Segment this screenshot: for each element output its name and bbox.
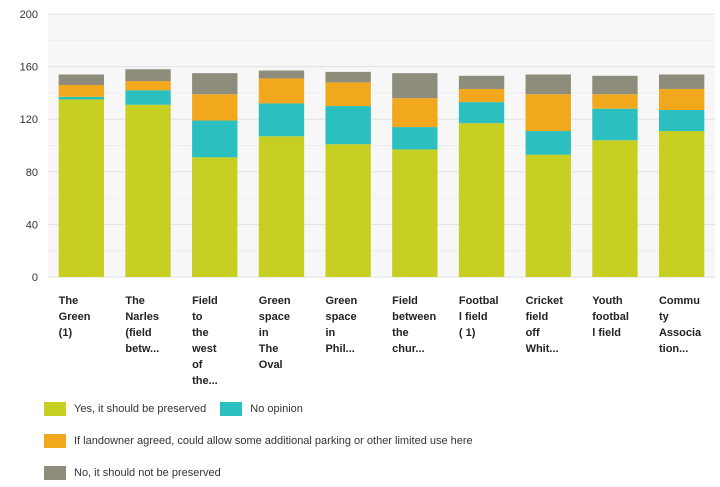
bar-segment (58, 74, 105, 86)
bar-segment (392, 98, 438, 128)
bar-segment (658, 131, 705, 277)
bar-segment (592, 108, 638, 141)
bar-segment (258, 136, 305, 277)
x-category-label: Youth footbal l field (592, 295, 629, 339)
bar-segment (258, 70, 305, 79)
legend-label: No opinion (250, 403, 303, 415)
legend-swatch (220, 402, 243, 416)
bar-segment (592, 94, 638, 109)
y-tick-label: 160 (20, 62, 38, 74)
bar-segment (125, 69, 171, 82)
bar-segment (658, 88, 705, 110)
legend-label: No, it should not be preserved (74, 467, 221, 479)
bar-segment (525, 154, 571, 277)
bar-segment (392, 127, 438, 150)
bar-segment (392, 73, 438, 99)
x-category-label: Cricket field off Whit... (526, 295, 564, 355)
bar-segment (325, 71, 371, 83)
bar-segment (192, 120, 238, 158)
bar-segment (592, 75, 638, 95)
legend-swatch (44, 434, 66, 448)
legend-label: If landowner agreed, could allow some ad… (74, 435, 473, 447)
x-category-label: Field between the chur... (392, 295, 436, 355)
x-category-label: The Green (1) (59, 295, 91, 339)
bar-segment (192, 157, 238, 277)
bar-segment (325, 82, 371, 107)
bar-segment (525, 74, 571, 95)
bar-segment (192, 94, 238, 121)
bar-segment (58, 96, 105, 100)
y-tick-label: 0 (32, 272, 38, 284)
bar-segment (125, 104, 171, 277)
bar-segment (458, 75, 505, 89)
bar-segment (458, 102, 505, 124)
bar-segment (525, 94, 571, 132)
bar-segment (258, 78, 305, 104)
x-category-label: Field to the west of the... (191, 295, 218, 387)
bar-segment (125, 81, 171, 91)
y-tick-label: 200 (20, 9, 38, 21)
legend-swatch (44, 402, 66, 416)
legend-label: Yes, it should be preserved (74, 403, 207, 415)
bar-segment (325, 144, 371, 277)
bar-segment (525, 131, 571, 155)
y-tick-label: 40 (26, 219, 38, 231)
bar-segment (392, 149, 438, 277)
legend-swatch (44, 466, 66, 480)
legend-row-3: No, it should not be preserved (44, 466, 221, 480)
bar-segment (192, 73, 238, 95)
x-category-label: Green space in Phil... (325, 295, 357, 355)
legend-row-2: If landowner agreed, could allow some ad… (44, 434, 473, 448)
bar-segment (58, 85, 105, 97)
bar-segment (458, 88, 505, 103)
bar-segment (658, 109, 705, 132)
x-category-label: The Narles (field betw... (125, 295, 159, 355)
bar-segment (592, 140, 638, 277)
bar-segment (258, 103, 305, 137)
bar-segment (458, 123, 505, 278)
bar-segment (658, 74, 705, 89)
legend-row-1: Yes, it should be preserved No opinion (44, 402, 303, 416)
y-tick-label: 80 (26, 167, 38, 179)
bar-segment (325, 106, 371, 145)
x-category-label: Green space in The Oval (259, 295, 291, 371)
bar-segment (125, 90, 171, 105)
bar-segment (58, 99, 105, 277)
x-category-label: Footbal l field( 1) (459, 295, 499, 339)
x-category-label: Commu ty Associa tion... (659, 295, 702, 355)
y-tick-label: 120 (20, 114, 38, 126)
